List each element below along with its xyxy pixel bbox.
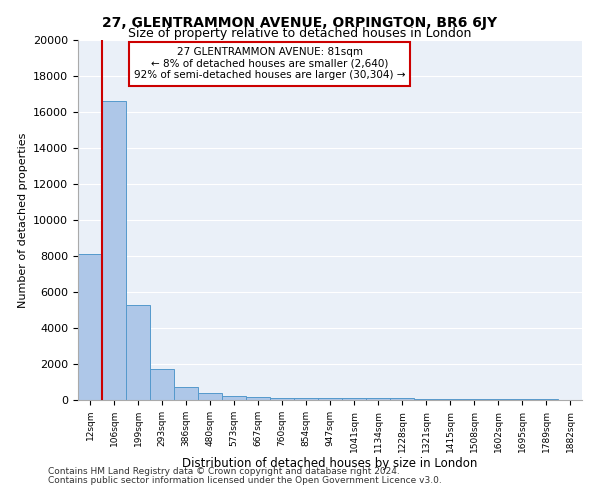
- Bar: [318, 398, 342, 400]
- Bar: [78, 254, 102, 400]
- X-axis label: Distribution of detached houses by size in London: Distribution of detached houses by size …: [182, 458, 478, 470]
- Bar: [222, 396, 246, 400]
- Text: 27 GLENTRAMMON AVENUE: 81sqm
← 8% of detached houses are smaller (2,640)
92% of : 27 GLENTRAMMON AVENUE: 81sqm ← 8% of det…: [134, 47, 405, 80]
- Bar: [294, 398, 318, 400]
- Bar: [390, 398, 414, 400]
- Bar: [414, 398, 438, 400]
- Bar: [342, 398, 366, 400]
- Bar: [366, 398, 390, 400]
- Bar: [246, 398, 270, 400]
- Bar: [102, 101, 126, 400]
- Bar: [270, 398, 294, 400]
- Bar: [438, 398, 462, 400]
- Bar: [462, 399, 486, 400]
- Text: Size of property relative to detached houses in London: Size of property relative to detached ho…: [128, 26, 472, 40]
- Bar: [174, 388, 198, 400]
- Text: 27, GLENTRAMMON AVENUE, ORPINGTON, BR6 6JY: 27, GLENTRAMMON AVENUE, ORPINGTON, BR6 6…: [103, 16, 497, 30]
- Y-axis label: Number of detached properties: Number of detached properties: [17, 132, 28, 308]
- Bar: [150, 368, 174, 400]
- Bar: [486, 399, 510, 400]
- Bar: [126, 304, 150, 400]
- Text: Contains public sector information licensed under the Open Government Licence v3: Contains public sector information licen…: [48, 476, 442, 485]
- Text: Contains HM Land Registry data © Crown copyright and database right 2024.: Contains HM Land Registry data © Crown c…: [48, 467, 400, 476]
- Bar: [198, 393, 222, 400]
